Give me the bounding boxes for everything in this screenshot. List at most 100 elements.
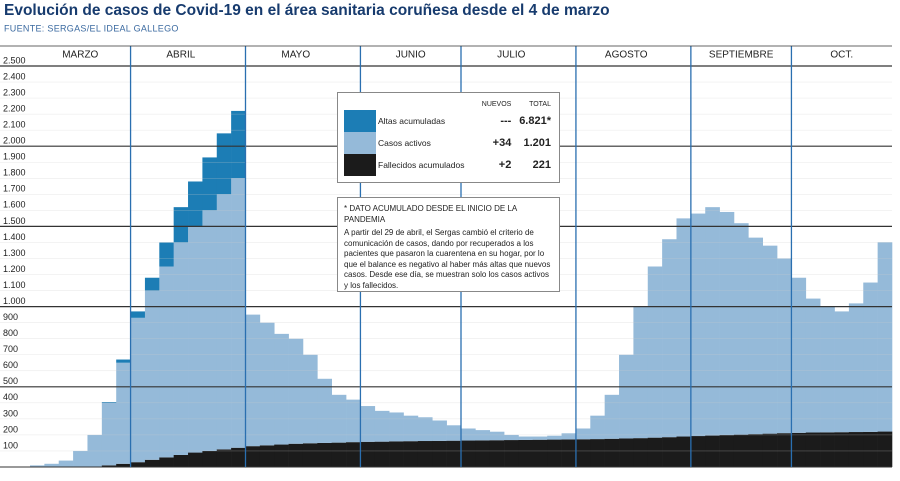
y-tick-label: 1.100 — [3, 280, 26, 290]
y-tick-label: 2.200 — [3, 103, 26, 113]
bar-segment — [403, 441, 419, 467]
x-tick-label: ABRIL — [166, 50, 195, 61]
bar-segment — [101, 402, 117, 466]
chart-subtitle: FUENTE: SERGAS/EL IDEAL GALLEGO — [4, 23, 179, 33]
y-tick-label: 1.800 — [3, 168, 26, 178]
bar-segment — [504, 440, 519, 467]
legend-total: 1.201 — [523, 137, 551, 149]
note-title: * DATO ACUMULADO DESDE EL INICIO DE LA P… — [344, 204, 517, 224]
bar-segment — [202, 157, 218, 211]
x-tick-label: MARZO — [62, 50, 98, 61]
chart-title: Evolución de casos de Covid-19 en el áre… — [4, 2, 610, 19]
bar-segment — [159, 242, 174, 267]
bar-segment — [777, 258, 792, 434]
bar-segment — [820, 432, 835, 467]
bar-segment — [101, 402, 117, 403]
bar-segment — [489, 440, 505, 467]
bar-segment — [288, 443, 304, 467]
bar-segment — [245, 446, 261, 467]
y-tick-label: 1.700 — [3, 184, 26, 194]
bar-segment — [662, 239, 677, 438]
bar-segment — [432, 440, 447, 467]
bar-segment — [848, 432, 864, 467]
bar-segment — [101, 465, 117, 467]
x-tick-label: AGOSTO — [605, 50, 648, 61]
bar-segment — [130, 317, 146, 463]
bar-segment — [432, 420, 447, 441]
bar-segment — [360, 406, 376, 442]
legend-header: TOTAL — [529, 101, 551, 108]
bar-segment — [647, 437, 663, 467]
bar-segment — [173, 242, 189, 455]
bar-segment — [489, 431, 505, 441]
legend-swatch — [344, 154, 376, 176]
y-tick-label: 2.100 — [3, 120, 26, 130]
y-tick-label: 200 — [3, 424, 18, 434]
x-tick-label: MAYO — [281, 50, 310, 61]
bar-segment — [705, 207, 720, 436]
bar-segment — [116, 359, 131, 363]
bar-segment — [231, 178, 246, 448]
bar-segment — [231, 447, 246, 467]
bar-segment — [590, 439, 605, 467]
bar-segment — [159, 457, 174, 467]
bar-segment — [302, 443, 318, 467]
bar-segment — [259, 445, 275, 467]
y-tick-label: 1.300 — [3, 248, 26, 258]
bar-segment — [446, 425, 462, 441]
bar-segment — [116, 463, 131, 467]
bar-segment — [532, 439, 548, 467]
legend-row: Altas acumuladas --- 6.821* — [344, 110, 553, 132]
bar-segment — [302, 354, 318, 444]
bar-segment — [619, 354, 634, 439]
bar-segment — [389, 441, 404, 467]
bar-segment — [561, 433, 577, 440]
legend-blank — [376, 99, 476, 110]
bar-segment — [547, 435, 562, 440]
bar-segment — [762, 433, 778, 467]
bar-segment — [417, 417, 433, 442]
bar-segment — [87, 434, 103, 467]
y-tick-label: 1.600 — [3, 200, 26, 210]
bar-segment — [633, 438, 649, 467]
bar-segment — [144, 290, 160, 460]
bar-segment — [834, 432, 850, 467]
bar-segment — [475, 430, 491, 441]
y-tick-label: 600 — [3, 360, 18, 370]
bar-segment — [274, 444, 289, 467]
bar-segment — [317, 442, 332, 467]
bar-segment — [173, 454, 189, 467]
bar-segment — [604, 394, 620, 439]
bar-segment — [791, 432, 807, 467]
x-tick-label: SEPTIEMBRE — [709, 50, 774, 61]
y-tick-label: 1.900 — [3, 152, 26, 162]
bar-segment — [863, 431, 878, 467]
bar-segment — [188, 226, 203, 453]
bar-segment — [676, 436, 692, 467]
bar-segment — [216, 194, 232, 450]
x-tick-label: JULIO — [497, 50, 526, 61]
bar-segment — [274, 333, 289, 445]
bar-segment — [748, 237, 763, 435]
y-tick-label: 100 — [3, 440, 18, 450]
bar-segment — [647, 266, 663, 438]
bar-segment — [360, 441, 376, 467]
bar-segment — [590, 415, 605, 440]
bar-segment — [188, 452, 203, 467]
bar-segment — [130, 462, 146, 467]
bar-segment — [73, 450, 88, 467]
y-tick-label: 2.500 — [3, 55, 26, 65]
y-tick-label: 500 — [3, 376, 18, 386]
bar-segment — [848, 303, 864, 433]
bar-segment — [216, 449, 232, 467]
legend-swatch — [344, 110, 376, 132]
bar-segment — [863, 282, 878, 432]
bar-segment — [202, 450, 218, 467]
bar-segment — [30, 465, 45, 467]
bar-segment — [245, 314, 261, 447]
bar-segment — [762, 245, 778, 434]
bar-segment — [777, 433, 792, 467]
bar-segment — [619, 438, 634, 467]
bar-segment — [44, 463, 60, 467]
